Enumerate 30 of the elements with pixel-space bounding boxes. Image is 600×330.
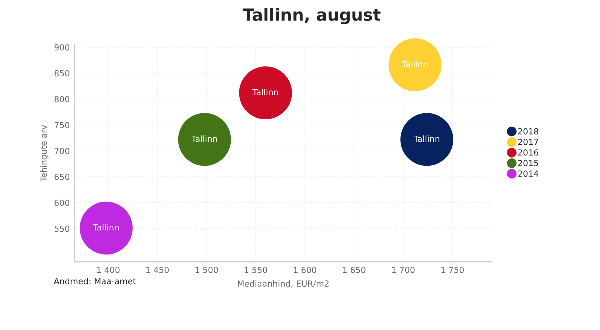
chart-title: Tallinn, august <box>242 8 381 25</box>
x-tick-label: 1 600 <box>294 267 317 274</box>
x-axis-title: Mediaanhind, EUR/m2 <box>238 280 329 288</box>
legend-label: 2018 <box>518 128 538 135</box>
annotation: Tallinn <box>414 136 440 142</box>
annotation: Tallinn <box>192 136 218 142</box>
annotation: Tallinn <box>402 61 428 68</box>
y-tick-label: 900 <box>54 44 70 51</box>
legend-label: 2015 <box>518 160 538 166</box>
y-axis-title: Tehingute arv <box>40 125 49 182</box>
y-tick-label: 700 <box>54 148 70 154</box>
legend-label: 2016 <box>518 150 539 156</box>
annotation: Tallinn <box>252 89 278 96</box>
y-tick-label: 650 <box>54 174 70 180</box>
x-tick-label: 1 750 <box>442 267 464 274</box>
legend-label: 2017 <box>518 139 538 146</box>
y-tick-label: 750 <box>54 122 70 128</box>
annotation: Tallinn <box>93 224 119 231</box>
y-tick-label: 600 <box>54 200 70 206</box>
y-tick-label: 800 <box>54 96 70 103</box>
y-tick-label: 550 <box>54 226 70 232</box>
x-tick-label: 1 400 <box>97 267 120 274</box>
x-tick-label: 1 550 <box>244 267 268 274</box>
legend-label: 2014 <box>518 170 539 177</box>
x-tick-label: 1 700 <box>392 267 415 274</box>
text: Andmed: Maa-amet <box>54 278 136 285</box>
x-tick-label: 1 500 <box>196 267 218 274</box>
x-tick-label: 1 650 <box>343 267 366 274</box>
x-tick-label: 1 450 <box>146 267 169 274</box>
y-tick-label: 850 <box>54 70 70 77</box>
